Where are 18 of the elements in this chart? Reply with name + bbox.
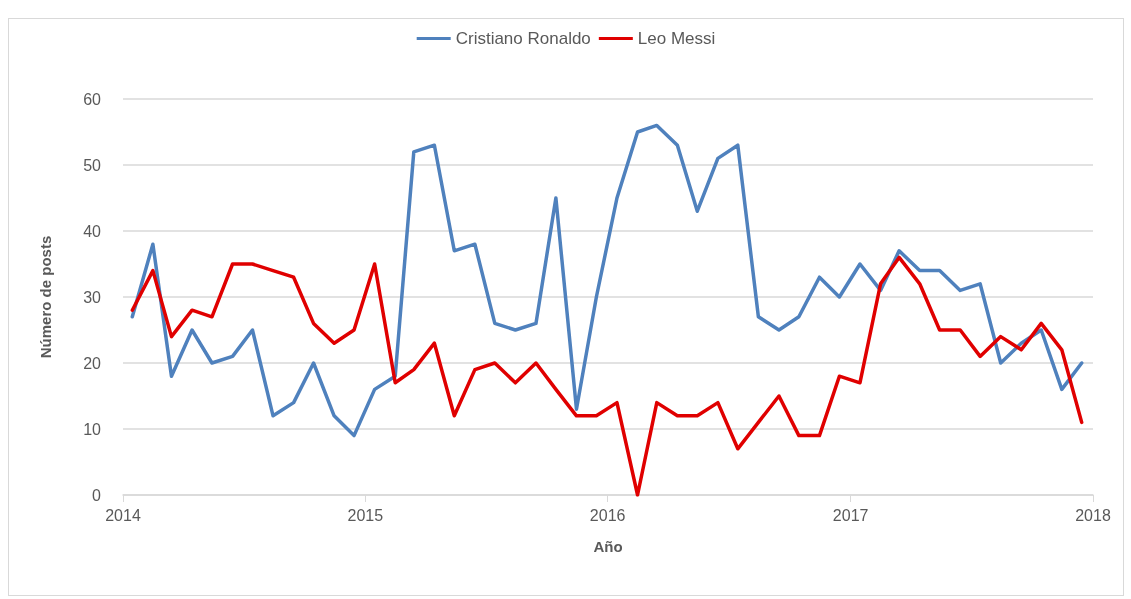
line-series	[130, 123, 1084, 438]
y-tick-label: 30	[83, 288, 102, 306]
legend-label: Leo Messi	[637, 29, 716, 48]
y-tick-label: 50	[83, 156, 102, 174]
y-tick-label: 10	[83, 420, 102, 438]
line-series	[130, 255, 1084, 497]
x-tick-label: 2016	[589, 506, 626, 524]
x-axis-title: Año	[593, 538, 623, 555]
y-tick-label: 40	[83, 222, 102, 240]
x-tick-label: 2015	[347, 506, 384, 524]
legend-label: Cristiano Ronaldo	[455, 29, 591, 48]
x-tick-label: 2014	[105, 506, 141, 524]
y-tick-label: 20	[83, 354, 102, 372]
x-tick-label: 2017	[832, 506, 869, 524]
y-axis-title: Número de posts	[37, 235, 54, 359]
x-tick-label: 2018	[1075, 506, 1111, 524]
y-tick-label: 0	[92, 486, 102, 504]
y-tick-label: 60	[83, 90, 102, 108]
